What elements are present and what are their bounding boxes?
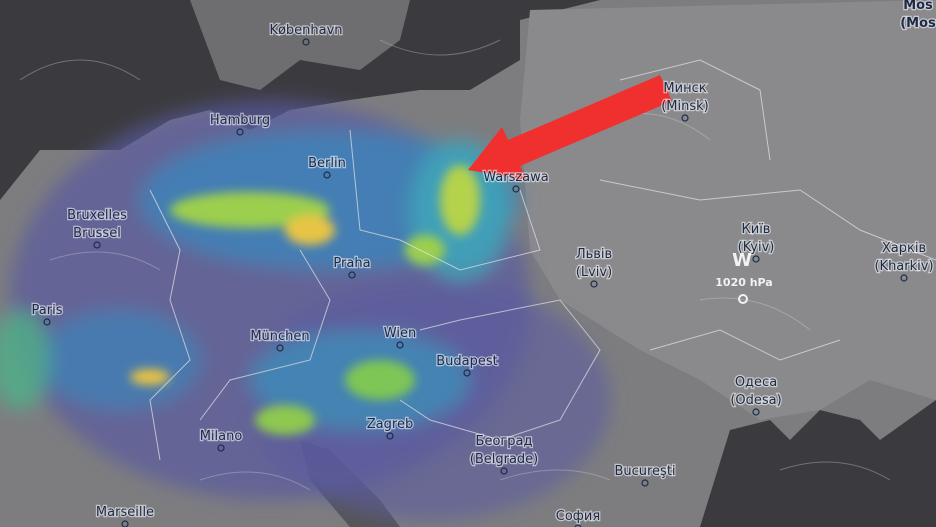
borders bbox=[149, 59, 936, 461]
city-alt-name: (Kharkiv) bbox=[874, 259, 933, 274]
precipitation-core bbox=[130, 165, 480, 435]
city-alt-name: Brussel bbox=[73, 226, 121, 241]
city-name: Budapest bbox=[436, 354, 498, 369]
city-dot bbox=[512, 185, 520, 193]
city-name: Zagreb bbox=[367, 417, 413, 432]
city-name: Paris bbox=[32, 303, 63, 318]
city-name: Одеса bbox=[735, 375, 777, 390]
city-name: Warszawa bbox=[483, 170, 549, 185]
city-name: Bruxelles bbox=[67, 208, 127, 223]
city-dot bbox=[574, 524, 582, 527]
city-dot bbox=[590, 280, 598, 288]
city-name: Marseille bbox=[96, 505, 154, 520]
city-alt-name: (Mos bbox=[900, 16, 936, 31]
city-name: София bbox=[556, 509, 600, 524]
city-alt-name: (Odesa) bbox=[730, 393, 781, 408]
red-arrow bbox=[468, 75, 672, 180]
city-name: München bbox=[250, 329, 309, 344]
city-dot bbox=[93, 241, 101, 249]
city-alt-name: (Belgrade) bbox=[470, 452, 539, 467]
city-dot bbox=[386, 432, 394, 440]
city-dot bbox=[43, 318, 51, 326]
city-dot bbox=[217, 444, 225, 452]
black-sea bbox=[700, 420, 936, 527]
city-dot bbox=[463, 369, 471, 377]
city-name: Berlin bbox=[308, 156, 346, 171]
pressure-dot bbox=[738, 294, 748, 304]
city-name: Praha bbox=[333, 256, 370, 271]
city-dot bbox=[323, 171, 331, 179]
city-name: Hamburg bbox=[210, 113, 270, 128]
city-dot bbox=[752, 408, 760, 416]
city-dot bbox=[236, 128, 244, 136]
city-dot bbox=[302, 38, 310, 46]
city-dot bbox=[348, 271, 356, 279]
city-dot bbox=[681, 114, 689, 122]
pressure-label: 1020 hPa bbox=[715, 276, 772, 289]
city-name: Београд bbox=[476, 434, 533, 449]
city-name: Минск bbox=[663, 81, 706, 96]
city-alt-name: (Minsk) bbox=[661, 99, 709, 114]
city-dot bbox=[900, 274, 908, 282]
city-name: Львів bbox=[576, 247, 612, 262]
city-dot bbox=[276, 344, 284, 352]
city-dot bbox=[641, 479, 649, 487]
city-dot bbox=[121, 520, 129, 527]
scandinavia bbox=[190, 0, 410, 90]
city-name: Bucureşti bbox=[614, 464, 675, 479]
city-name: København bbox=[269, 23, 342, 38]
city-name: Mos bbox=[903, 0, 933, 13]
pressure-center: W 1020 hPa bbox=[715, 250, 773, 304]
pressure-symbol: W bbox=[732, 250, 752, 271]
city-name: Milano bbox=[200, 429, 243, 444]
city-labels: Mos (Mos København Hamburg Berlin Минск (Minsk… bbox=[30, 0, 936, 527]
city-name: Київ bbox=[742, 222, 771, 237]
city-name: Харків bbox=[882, 241, 926, 256]
city-name: Wien bbox=[384, 326, 416, 341]
city-alt-name: (Kyiv) bbox=[738, 240, 775, 255]
city-alt-name: (Lviv) bbox=[576, 265, 612, 280]
city-dot bbox=[396, 341, 404, 349]
city-dot bbox=[500, 467, 508, 475]
wind-streaks bbox=[19, 39, 891, 491]
city-dot bbox=[752, 255, 760, 263]
